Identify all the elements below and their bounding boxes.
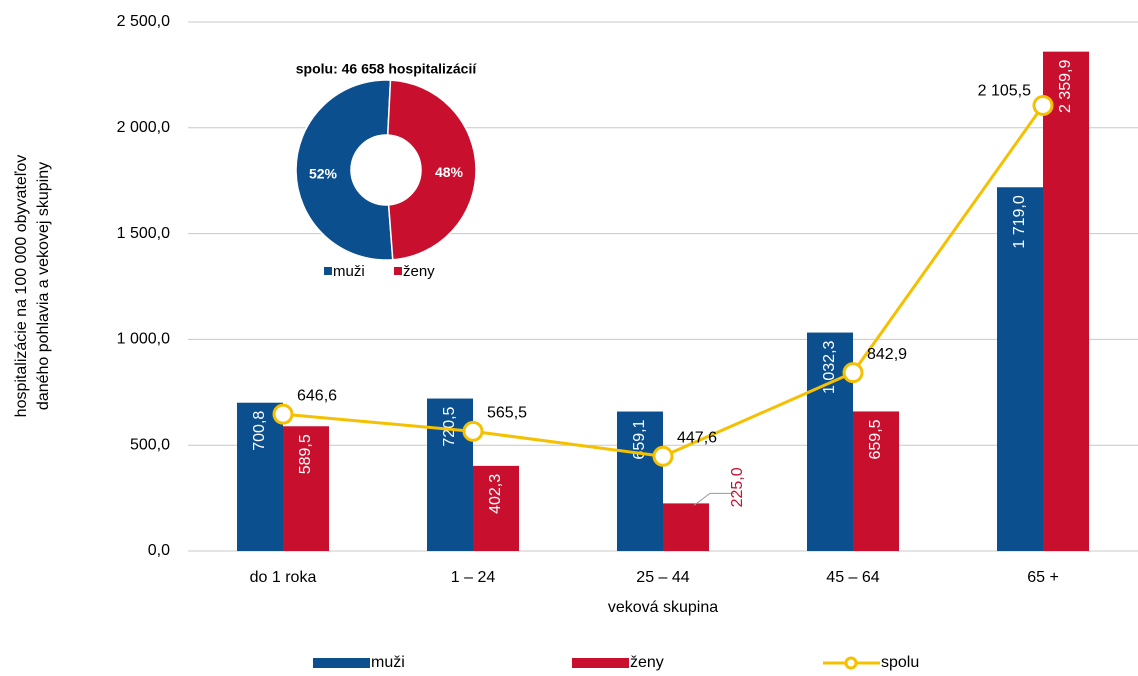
- bar-value-label: 2 359,9: [1057, 60, 1074, 113]
- y-axis-label: daného pohlavia a vekovej skupiny: [35, 162, 52, 410]
- bar: [853, 411, 899, 551]
- pie-slice: [386, 79, 477, 261]
- line-point: [462, 420, 484, 442]
- legend-swatch: [313, 658, 370, 668]
- line-point: [272, 403, 294, 425]
- pie-value-label: 52%: [309, 166, 338, 182]
- bar: [473, 465, 519, 551]
- line: [282, 104, 1045, 458]
- y-tick-label: 1 500,0: [117, 225, 170, 242]
- line-point: [652, 445, 674, 467]
- legend-label: ženy: [630, 654, 664, 671]
- legend-label: ženy: [403, 263, 435, 280]
- bar-value-label: 225,0: [729, 467, 746, 507]
- bar-value-label: 659,1: [631, 419, 648, 459]
- line-value-label: 842,9: [867, 346, 907, 363]
- x-tick-label: 1 – 24: [451, 569, 496, 586]
- bar-value-label: 700,8: [251, 411, 268, 451]
- pie-title: spolu: 46 658 hospitalizácií: [296, 61, 478, 77]
- x-axis-label: veková skupina: [608, 599, 718, 616]
- pie-slice: [295, 79, 394, 261]
- pie-value-label: 48%: [435, 164, 464, 180]
- legend-label: muži: [371, 654, 405, 671]
- legend-swatch: [844, 656, 858, 670]
- legend-label: spolu: [881, 654, 919, 671]
- y-tick-label: 2 500,0: [117, 13, 170, 30]
- y-tick-label: 1 000,0: [117, 331, 170, 348]
- x-tick-label: 65 +: [1027, 569, 1059, 586]
- y-tick-label: 500,0: [130, 436, 170, 453]
- line-value-label: 646,6: [297, 387, 337, 404]
- bar-value-label: 589,5: [297, 434, 314, 474]
- bar: [283, 426, 329, 551]
- line-point: [1032, 94, 1054, 116]
- x-tick-label: do 1 roka: [250, 569, 317, 586]
- line-value-label: 565,5: [487, 405, 527, 422]
- bar: [997, 187, 1043, 552]
- bar: [237, 402, 283, 551]
- y-tick-label: 0,0: [148, 542, 170, 559]
- legend-swatch: [394, 267, 402, 275]
- leader-line: [693, 492, 734, 506]
- bar-value-label: 720,5: [441, 406, 458, 446]
- bar-value-label: 1 719,0: [1011, 195, 1028, 248]
- y-axis-label: hospitalizácie na 100 000 obyvateľov: [13, 155, 30, 418]
- y-tick-label: 2 000,0: [117, 119, 170, 136]
- line-point: [842, 362, 864, 384]
- line-value-label: 447,6: [677, 430, 717, 447]
- line-value-label: 2 105,5: [978, 83, 1031, 100]
- x-tick-label: 45 – 64: [826, 569, 879, 586]
- legend-swatch: [324, 267, 332, 275]
- bar: [663, 503, 709, 551]
- bar-value-label: 659,5: [867, 419, 884, 459]
- legend-label: muži: [333, 263, 365, 280]
- bar: [617, 411, 663, 551]
- bar: [427, 398, 473, 551]
- bar-value-label: 402,3: [487, 474, 504, 514]
- x-tick-label: 25 – 44: [636, 569, 689, 586]
- legend-swatch: [572, 658, 629, 668]
- bar: [1043, 51, 1089, 551]
